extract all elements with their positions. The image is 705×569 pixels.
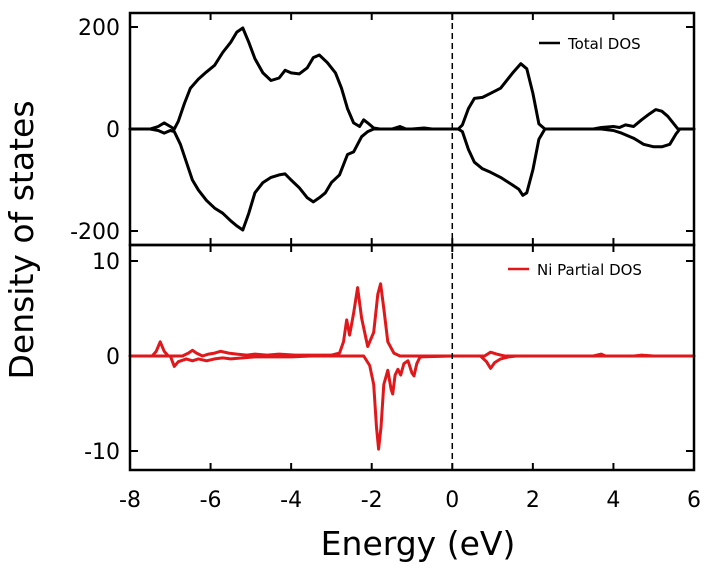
x-tick-label: -6 [200,488,222,513]
total-dos-panel: -200 0 200 Total DOS [70,13,696,245]
x-tick-label: 2 [526,488,540,513]
total-dos-line-spin-down [128,127,696,232]
x-axis-title: Energy (eV) [321,524,516,563]
ni-dos-frame [128,243,696,472]
ni-partial-dos-panel: -10 0 10 Ni Partial DOS [84,245,696,470]
x-tick-label: 0 [445,488,459,513]
x-tick-label: 6 [687,488,701,513]
total-dos-series [128,26,696,232]
total-dos-y-tick-labels: -200 0 200 [70,16,120,245]
x-tick-label: -8 [119,488,141,513]
y-tick-label: 0 [106,118,120,143]
total-dos-legend-label: Total DOS [567,35,641,53]
y-tick-label: 10 [92,250,120,275]
x-tick-label: 4 [606,488,620,513]
ni-dos-line-spin-down [128,354,696,451]
x-tick-label: -4 [280,488,302,513]
panel-frames [128,11,696,472]
y-tick-label: 200 [78,16,120,41]
ni-dos-line-spin-up [128,282,696,358]
x-tick-label: -2 [361,488,383,513]
y-axis-title: Density of states [2,100,41,379]
ni-dos-legend: Ni Partial DOS [508,261,642,279]
x-tick-labels: -8 -6 -4 -2 0 2 4 6 [119,488,701,513]
ni-dos-series [128,282,696,451]
y-tick-label: -10 [84,440,120,465]
y-tick-label: -200 [70,220,120,245]
y-tick-label: 0 [106,345,120,370]
total-dos-legend: Total DOS [539,35,641,53]
ni-dos-y-tick-labels: -10 0 10 [84,250,120,465]
ni-dos-legend-label: Ni Partial DOS [537,261,642,279]
